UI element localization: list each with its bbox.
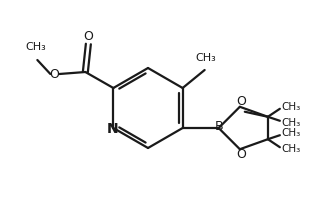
Text: CH₃: CH₃ (195, 53, 216, 63)
Text: O: O (236, 148, 246, 161)
Text: N: N (106, 122, 118, 136)
Text: CH₃: CH₃ (282, 118, 301, 128)
Text: B: B (214, 120, 223, 133)
Text: O: O (236, 95, 246, 108)
Text: CH₃: CH₃ (282, 102, 301, 112)
Text: CH₃: CH₃ (25, 42, 46, 52)
Text: CH₃: CH₃ (282, 128, 301, 138)
Text: CH₃: CH₃ (282, 144, 301, 154)
Text: O: O (83, 29, 93, 42)
Text: O: O (49, 67, 59, 80)
